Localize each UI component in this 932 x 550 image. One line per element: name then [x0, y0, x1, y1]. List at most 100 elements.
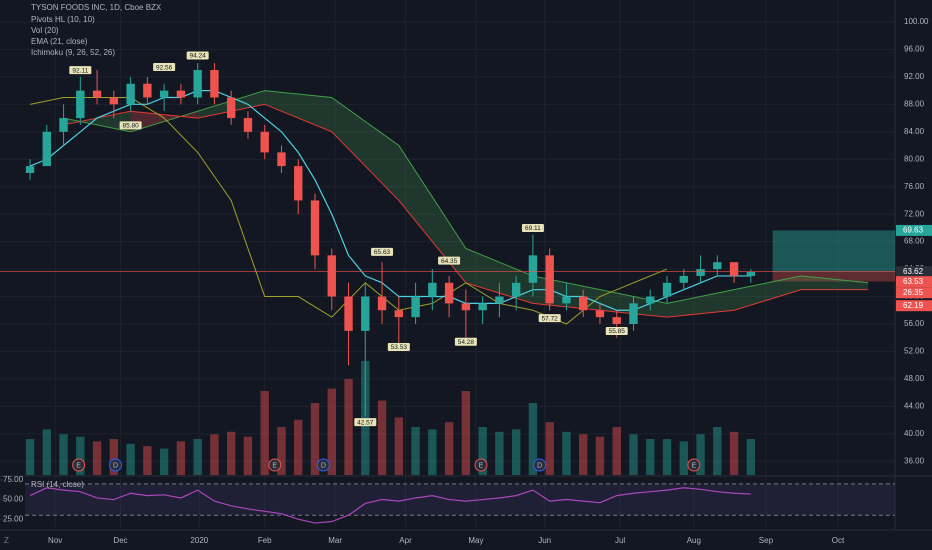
volume-bar: [528, 403, 538, 475]
candle-body: [511, 282, 521, 297]
volume-bar: [729, 431, 739, 475]
pivot-label: 53.53: [391, 344, 408, 351]
candle-body: [612, 317, 621, 324]
pivot-box: [538, 314, 561, 323]
x-tick-label: Mar: [328, 536, 342, 545]
candle-body: [679, 275, 688, 283]
candle-body: [109, 97, 119, 105]
candle-body: [562, 296, 571, 304]
pivot-label: 42.57: [357, 419, 374, 426]
volume-bar: [646, 439, 655, 475]
candle-body: [428, 282, 437, 297]
y-tick-label: 56.00: [904, 319, 925, 328]
x-tick-label: Dec: [113, 536, 127, 545]
y-tick-label: 52.00: [904, 347, 925, 356]
x-tick-label: Oct: [832, 536, 845, 545]
rsi-title: RSI (14, close): [31, 480, 84, 489]
volume-bar: [193, 439, 202, 475]
price-badge-label: 63.62: [903, 267, 924, 276]
countdown-label: 26:35: [903, 288, 924, 297]
volume-bar: [294, 419, 303, 475]
zoom-icon[interactable]: Z: [4, 536, 9, 545]
candle-body: [729, 262, 739, 276]
x-tick-label: 2020: [190, 536, 208, 545]
volume-bar: [679, 441, 688, 475]
volume-bar: [143, 446, 152, 475]
candle-body: [176, 90, 186, 98]
candle-body: [662, 282, 672, 297]
candle-body: [226, 97, 236, 119]
y-tick-label: 92.00: [904, 72, 925, 81]
candle-body: [579, 296, 588, 311]
y-tick-label: 84.00: [904, 127, 925, 136]
volume-bar: [42, 429, 51, 475]
volume-bar: [713, 427, 722, 475]
volume-bar: [361, 361, 370, 475]
rsi-line: [29, 487, 751, 524]
y-tick-label: 40.00: [904, 429, 925, 438]
x-tick-label: Aug: [687, 536, 701, 545]
pivot-box: [69, 66, 92, 75]
event-label: D: [321, 462, 326, 469]
x-tick-label: May: [468, 536, 483, 545]
candle-body: [629, 303, 638, 324]
pivot-label: 64.35: [441, 258, 458, 265]
candle-body: [713, 262, 722, 270]
volume-bar: [428, 429, 437, 475]
volume-bar: [327, 388, 336, 475]
pivot-label: 92.56: [156, 64, 173, 71]
candle-body: [394, 310, 404, 318]
candle-body: [310, 200, 320, 256]
indicator-label: EMA (21, close): [31, 37, 88, 46]
x-tick-label: Nov: [48, 536, 62, 545]
pivot-label: 57.72: [542, 315, 559, 322]
price-badge-label: 62.19: [903, 301, 924, 310]
ichimoku-cloud: [734, 275, 802, 311]
x-tick-label: Sep: [759, 536, 774, 545]
candle-body: [210, 70, 219, 98]
volume-bar: [562, 431, 571, 475]
volume-bar: [746, 439, 756, 475]
volume-bar: [461, 391, 471, 475]
event-marker: [268, 458, 282, 472]
x-tick-label: Apr: [399, 536, 412, 545]
volume-bar: [411, 427, 420, 475]
price-badge: [896, 266, 932, 278]
pivot-box: [438, 256, 461, 265]
pivot-label: 55.85: [609, 328, 626, 335]
candle-body: [646, 296, 655, 304]
volume-bar: [629, 434, 638, 475]
candle-body: [76, 90, 85, 119]
price-badge-label: 63.53: [903, 277, 924, 286]
candle-body: [260, 131, 269, 153]
x-tick-label: Jun: [538, 536, 551, 545]
volume-bar: [92, 441, 102, 475]
pivot-label: 92.11: [72, 67, 88, 74]
candle-body: [92, 90, 102, 98]
loss-zone: [772, 271, 895, 282]
pivot-box: [454, 337, 477, 346]
pivot-label: 65.63: [374, 249, 391, 256]
volume-bar: [59, 434, 68, 475]
span-a: [63, 90, 869, 304]
candle-body: [126, 83, 135, 105]
candle-body: [696, 269, 705, 276]
event-label: E: [272, 462, 277, 469]
candle-body: [294, 166, 303, 201]
event-marker: [533, 458, 547, 472]
event-marker: [474, 458, 488, 472]
pivot-label: 54.28: [458, 339, 475, 346]
candle-body: [193, 70, 202, 98]
indicator-label: Vol (20): [31, 26, 59, 35]
price-badge-label: 69.63: [903, 226, 924, 235]
ichimoku-cloud: [667, 289, 735, 318]
volume-bar: [662, 439, 672, 475]
ichimoku-cloud: [331, 97, 399, 201]
ichimoku-cloud: [398, 145, 466, 283]
y-tick-label: 96.00: [904, 45, 925, 54]
y-tick-label: 76.00: [904, 182, 925, 191]
event-marker: [316, 458, 330, 472]
candle-body: [361, 296, 370, 331]
